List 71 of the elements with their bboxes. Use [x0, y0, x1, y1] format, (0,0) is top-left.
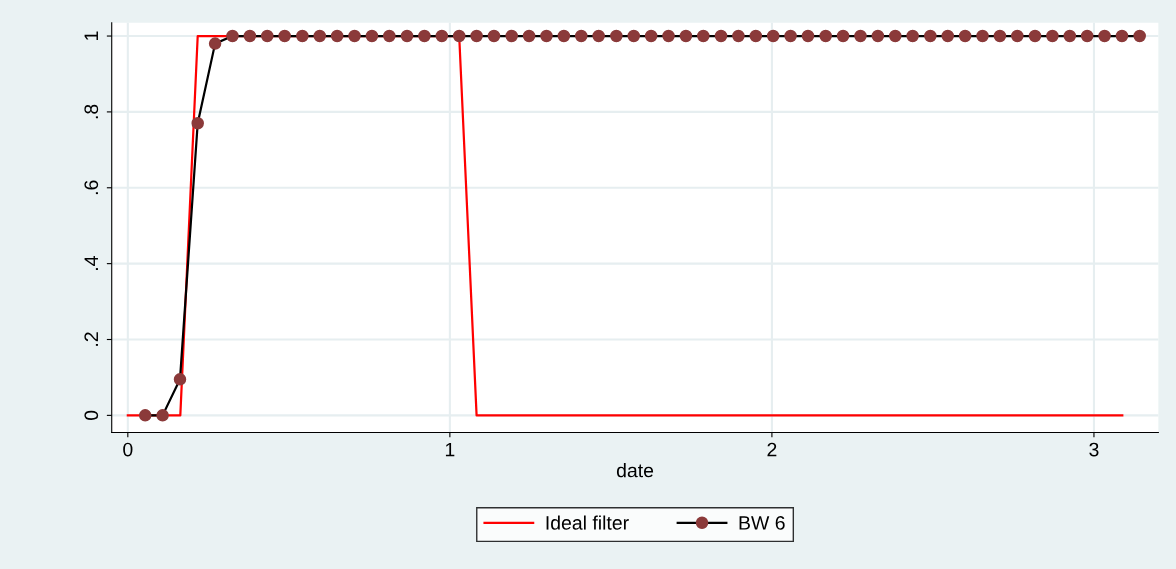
point: [1133, 29, 1146, 43]
point: [557, 29, 571, 43]
point: [540, 29, 553, 43]
point: [278, 29, 291, 43]
point: [714, 29, 728, 43]
legend-label: BW 6: [739, 516, 785, 530]
point: [889, 29, 902, 43]
x-tick-label: 2: [767, 442, 777, 457]
y-tick-label: .6: [84, 180, 99, 195]
y-tick-label: 0: [84, 410, 99, 421]
point: [766, 29, 780, 43]
point: [313, 29, 327, 43]
point: [801, 29, 815, 43]
point: [749, 29, 763, 43]
point: [592, 29, 605, 43]
point: [1011, 29, 1024, 43]
point: [522, 29, 536, 43]
point: [662, 29, 675, 43]
point: [452, 29, 466, 43]
point: [871, 29, 885, 43]
point: [505, 29, 518, 43]
point: [243, 29, 257, 43]
point: [906, 29, 919, 43]
point: [173, 373, 187, 386]
x-tick-label: 1: [445, 442, 455, 457]
y-tick-label: 1: [84, 31, 98, 40]
point: [1046, 29, 1059, 43]
point: [1098, 29, 1111, 43]
point: [1115, 29, 1129, 43]
point: [697, 29, 710, 43]
point: [400, 29, 414, 43]
point: [924, 29, 937, 43]
point: [208, 37, 222, 50]
point: [418, 29, 431, 43]
point: [644, 29, 658, 43]
point: [575, 29, 588, 43]
y-tick-label: .2: [84, 332, 98, 346]
point: [435, 29, 449, 43]
point: [348, 29, 361, 43]
point: [383, 29, 396, 43]
point: [470, 29, 483, 43]
y-tick-label: .4: [84, 256, 98, 270]
point: [487, 29, 501, 43]
point: [836, 29, 850, 43]
point: [784, 29, 797, 43]
point: [138, 409, 152, 422]
x-tick-label: 3: [1089, 442, 1099, 457]
point: [732, 29, 745, 43]
point: [1028, 29, 1042, 43]
point: [226, 29, 239, 43]
point: [261, 29, 274, 43]
point: [296, 29, 309, 43]
y-tick-label: .8: [84, 104, 99, 119]
legend-label: Ideal filter: [546, 515, 629, 530]
point: [365, 29, 379, 43]
x-tick-label: 0: [123, 442, 133, 457]
point: [993, 29, 1007, 43]
point: [854, 29, 867, 43]
point: [679, 29, 693, 43]
point: [191, 117, 204, 130]
point: [1063, 29, 1077, 43]
point: [819, 29, 832, 43]
point: [941, 29, 954, 43]
point: [610, 29, 623, 43]
point: [627, 29, 641, 43]
point: [958, 29, 972, 43]
point: [156, 409, 169, 422]
point: [976, 29, 989, 43]
x-axis-title: date: [616, 463, 654, 478]
point: [1080, 29, 1094, 43]
point: [330, 29, 344, 43]
